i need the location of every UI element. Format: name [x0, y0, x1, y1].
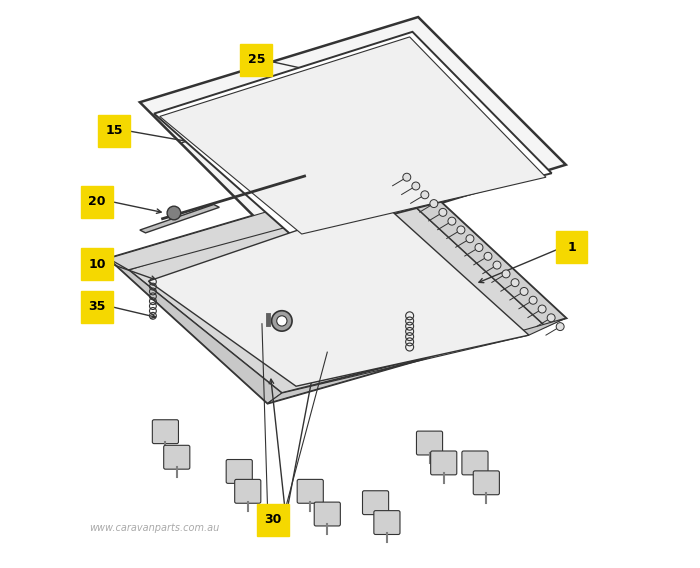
Polygon shape	[140, 204, 219, 233]
FancyBboxPatch shape	[226, 460, 252, 483]
Polygon shape	[393, 170, 566, 327]
Circle shape	[276, 316, 287, 326]
FancyBboxPatch shape	[416, 431, 442, 455]
Text: 25: 25	[248, 53, 265, 66]
Circle shape	[412, 182, 420, 190]
Circle shape	[502, 270, 510, 278]
Circle shape	[511, 279, 519, 287]
Circle shape	[272, 311, 292, 331]
FancyBboxPatch shape	[234, 479, 261, 503]
Circle shape	[529, 296, 537, 304]
Circle shape	[556, 323, 564, 331]
Polygon shape	[108, 170, 566, 403]
Circle shape	[421, 191, 429, 199]
Polygon shape	[108, 170, 407, 270]
Text: 20: 20	[88, 195, 106, 208]
FancyBboxPatch shape	[430, 451, 457, 475]
Text: 10: 10	[88, 258, 106, 270]
FancyBboxPatch shape	[81, 186, 113, 218]
Circle shape	[448, 217, 456, 225]
Circle shape	[547, 314, 555, 322]
FancyBboxPatch shape	[81, 248, 113, 280]
FancyBboxPatch shape	[556, 231, 587, 263]
Polygon shape	[267, 318, 566, 403]
Circle shape	[484, 252, 492, 260]
FancyBboxPatch shape	[258, 504, 289, 536]
Polygon shape	[140, 17, 566, 250]
Circle shape	[538, 305, 546, 313]
FancyBboxPatch shape	[298, 479, 323, 503]
FancyBboxPatch shape	[99, 115, 130, 147]
Polygon shape	[129, 186, 546, 393]
Circle shape	[493, 261, 501, 269]
Circle shape	[520, 287, 528, 295]
Polygon shape	[160, 37, 546, 234]
Text: 35: 35	[89, 300, 106, 313]
FancyBboxPatch shape	[164, 445, 190, 469]
Polygon shape	[154, 32, 552, 239]
Circle shape	[430, 199, 438, 207]
FancyBboxPatch shape	[374, 511, 400, 534]
Circle shape	[457, 226, 465, 234]
FancyBboxPatch shape	[240, 44, 272, 76]
Polygon shape	[108, 258, 282, 403]
Circle shape	[402, 173, 411, 181]
Text: www.caravanparts.com.au: www.caravanparts.com.au	[89, 523, 219, 533]
Circle shape	[475, 244, 483, 252]
FancyBboxPatch shape	[314, 502, 340, 526]
Text: 15: 15	[106, 124, 123, 137]
FancyBboxPatch shape	[473, 471, 499, 495]
FancyBboxPatch shape	[81, 291, 113, 323]
Circle shape	[439, 208, 447, 216]
Text: 30: 30	[265, 513, 282, 526]
FancyBboxPatch shape	[363, 491, 389, 515]
Polygon shape	[148, 202, 529, 386]
FancyBboxPatch shape	[462, 451, 488, 475]
FancyBboxPatch shape	[153, 420, 178, 444]
Circle shape	[167, 206, 181, 220]
Circle shape	[466, 235, 474, 243]
Text: 1: 1	[567, 241, 576, 253]
